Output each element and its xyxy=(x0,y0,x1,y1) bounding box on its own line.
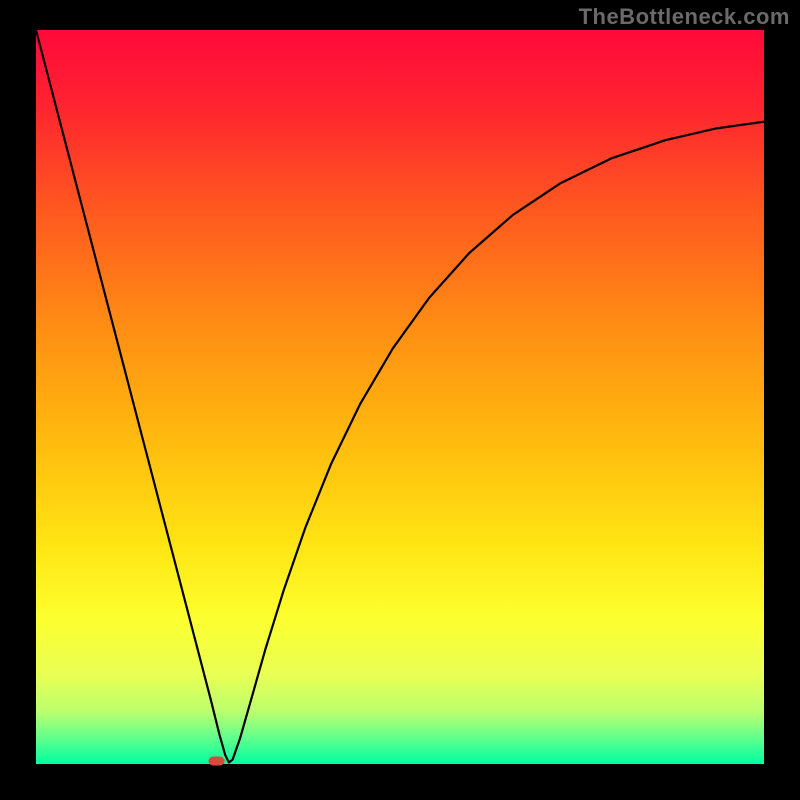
chart-svg xyxy=(0,0,800,800)
optimal-marker xyxy=(209,757,225,766)
bottleneck-chart: TheBottleneck.com xyxy=(0,0,800,800)
watermark-label: TheBottleneck.com xyxy=(579,4,790,30)
plot-gradient xyxy=(36,30,764,764)
